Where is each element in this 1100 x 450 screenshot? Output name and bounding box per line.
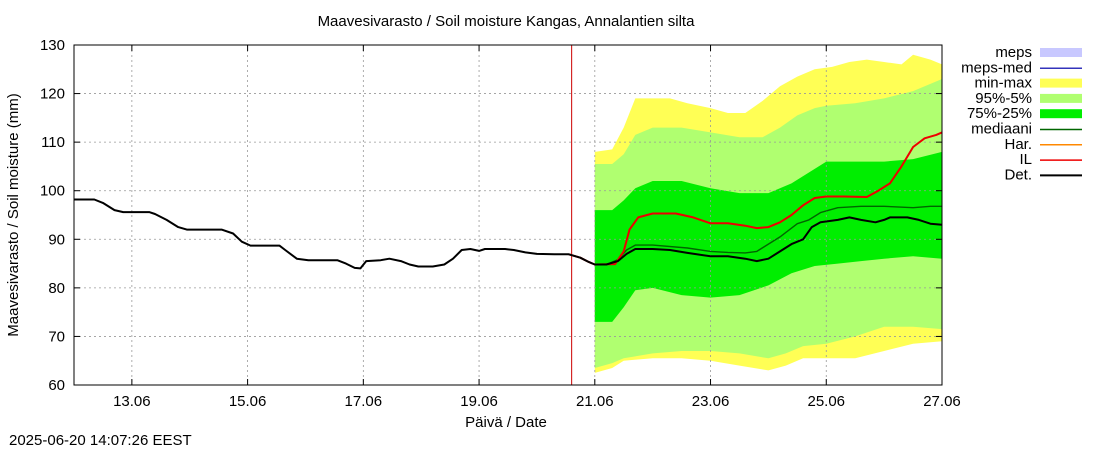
- legend-label: min-max: [974, 75, 1032, 92]
- legend-swatch: [1040, 48, 1082, 57]
- x-tick-label: 25.06: [807, 393, 845, 410]
- y-tick-label: 110: [41, 134, 65, 151]
- series-line-det: [74, 198, 943, 270]
- y-tick-label: 100: [40, 183, 65, 200]
- legend-label: Har.: [1004, 136, 1032, 153]
- series-layer: [74, 45, 943, 385]
- y-axis-label: Maavesivarasto / Soil moisture (mm): [5, 93, 22, 336]
- series-line-il: [568, 131, 943, 266]
- legend-label: meps: [995, 44, 1032, 61]
- chart-title: Maavesivarasto / Soil moisture Kangas, A…: [318, 13, 696, 30]
- plot-frame: [73, 44, 943, 386]
- ticks-layer: 60 70 80 90 100 110 120 130 13.06 15.06 17.06 19.06…: [40, 37, 961, 410]
- y-tick-label: 120: [40, 86, 65, 103]
- x-tick-label: 21.06: [576, 393, 614, 410]
- x-axis-label: Päivä / Date: [465, 414, 547, 431]
- x-tick-label: 19.06: [460, 393, 498, 410]
- legend-label: 95%-5%: [975, 90, 1032, 107]
- legend-label: 75%-25%: [967, 105, 1032, 122]
- x-tick-label: 27.06: [923, 393, 961, 410]
- timestamp: 2025-06-20 14:07:26 EEST: [9, 432, 192, 449]
- legend: mepsmeps-medmin-max95%-5%75%-25%mediaani…: [961, 44, 1082, 183]
- legend-label: mediaani: [971, 121, 1032, 138]
- band-75-25-: [594, 151, 942, 322]
- x-tick-label: 15.06: [229, 393, 267, 410]
- y-tick-label: 130: [40, 37, 65, 54]
- legend-label: meps-med: [961, 59, 1032, 76]
- legend-label: Det.: [1004, 166, 1032, 183]
- band-layer: [594, 54, 942, 373]
- y-tick-label: 60: [48, 377, 65, 394]
- y-tick-label: 90: [48, 231, 65, 248]
- x-tick-label: 13.06: [113, 393, 151, 410]
- legend-swatch: [1040, 109, 1082, 119]
- legend-swatch: [1040, 78, 1082, 88]
- legend-label: IL: [1019, 151, 1032, 168]
- legend-swatch: [1040, 93, 1082, 103]
- y-tick-label: 70: [48, 328, 65, 345]
- x-tick-label: 17.06: [345, 393, 383, 410]
- x-tick-label: 23.06: [692, 393, 730, 410]
- y-tick-label: 80: [48, 280, 65, 297]
